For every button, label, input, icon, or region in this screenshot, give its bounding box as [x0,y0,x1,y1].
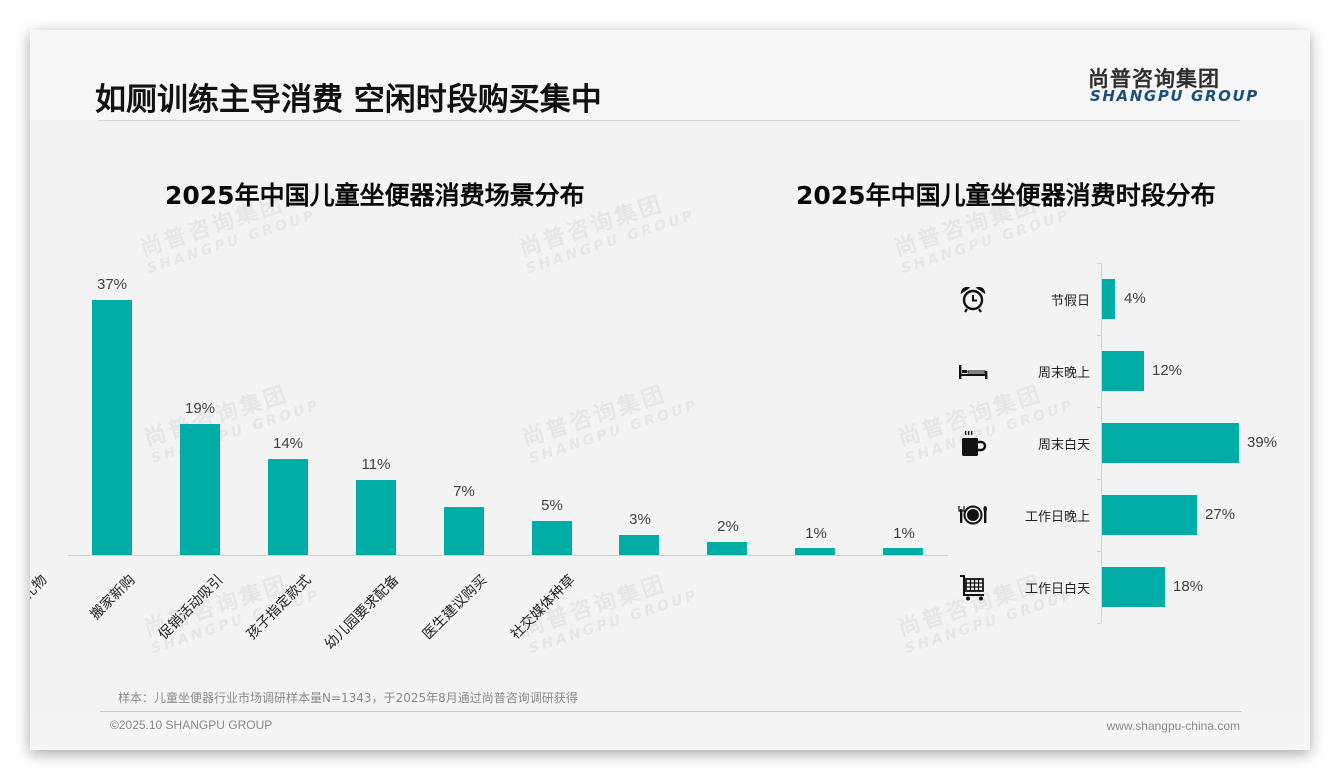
header-band [30,30,1310,120]
axis-tick [1097,407,1101,408]
category-label: 工作日晚上 [1024,510,1090,525]
y-axis-line [1101,263,1102,623]
bed-icon [959,365,988,379]
bar-value-label: 11% [361,456,391,473]
x-axis-line [68,555,948,556]
shopping-cart-icon [960,575,984,601]
axis-tick [1097,263,1101,264]
dinner-plate-icon [958,505,987,525]
category-label: 医生建议购买 [419,572,491,643]
axis-tick [1097,551,1101,552]
bar-value-label: 19% [184,400,216,417]
bar [1102,279,1115,319]
category-label: 节假日 [1050,294,1090,309]
bar [707,542,747,555]
category-label: 周末晚上 [1037,366,1090,381]
axis-tick [1097,335,1101,336]
slide: 尚普咨询集团 SHANGPU GROUP 尚普咨询集团 SHANGPU GROUP … [30,30,1310,750]
bar-value-label: 5% [541,497,563,514]
bar [180,424,220,555]
bar-value-label: 14% [272,435,304,452]
bar-value-label: 4% [1124,290,1146,307]
page-title: 如厕训练主导消费 空闲时段购买集中 [95,82,602,118]
bar-value-label: 1% [893,525,915,542]
bar-value-label: 7% [453,483,475,500]
category-label: 孩子指定款式 [243,572,315,643]
bar-value-label: 37% [96,276,128,293]
bar-value-label: 12% [1152,362,1183,379]
category-label: 亲友赠送礼物 [30,572,51,643]
bar [1102,495,1197,535]
title-divider [98,120,1240,121]
logo-chinese: 尚普咨询集团 [1088,67,1220,91]
footer-divider [100,711,1242,712]
bar [92,300,132,555]
bar [795,548,835,555]
bar [1102,351,1144,391]
right-chart-title: 2025年中国儿童坐便器消费时段分布 [796,181,1216,210]
category-label: 促销活动吸引 [155,572,227,643]
bar-value-label: 27% [1205,506,1236,523]
bar-value-label: 1% [805,525,827,542]
bar [1102,423,1239,463]
footer-band [30,712,1310,750]
sample-footnote: 样本：儿童坐便器行业市场调研样本量N=1343，于2025年8月通过尚普咨询调研… [118,691,578,705]
bar [268,459,308,555]
logo-english: SHANGPU GROUP [1090,87,1259,105]
scenario-bar-chart: 37% 孩子如厕训练期 19% 替换旧坐便器 14% 二胎/多胎准备 11% 亲… [30,30,960,750]
bar-value-label: 39% [1247,434,1278,451]
bar [356,480,396,555]
axis-tick [1097,479,1101,480]
bar-value-label: 18% [1173,578,1204,595]
alarm-clock-icon [960,286,986,313]
bar [1102,567,1165,607]
bar [444,507,484,555]
bar [619,535,659,555]
category-label: 周末白天 [1037,438,1090,453]
website-link[interactable]: www.shangpu-china.com [1106,719,1240,733]
left-chart-title: 2025年中国儿童坐便器消费场景分布 [165,181,585,210]
bar [532,521,572,555]
category-label: 工作日白天 [1024,582,1090,597]
coffee-cup-icon [962,430,987,456]
category-label: 搬家新购 [87,572,139,624]
category-label: 社交媒体种草 [507,572,579,643]
axis-tick [1097,623,1101,624]
bar [883,548,923,555]
bar-value-label: 3% [629,511,651,528]
bar-value-label: 2% [717,518,739,535]
copyright-text: ©2025.10 SHANGPU GROUP [110,718,273,732]
category-label: 幼儿园要求配备 [321,572,403,653]
